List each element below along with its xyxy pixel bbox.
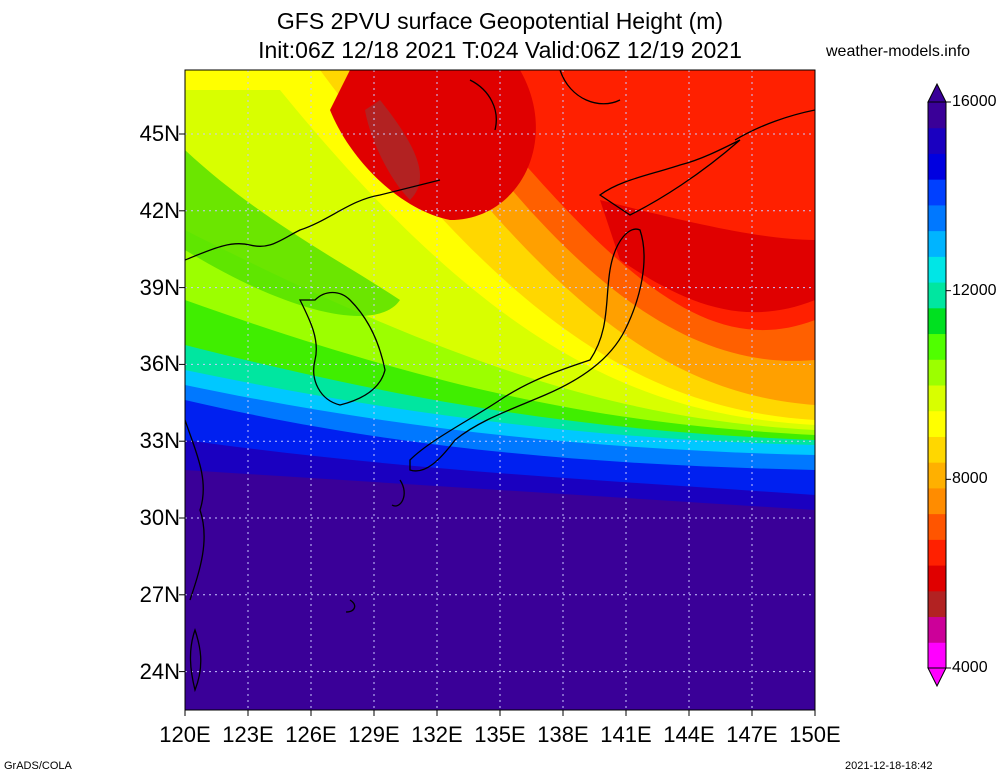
x-tick-label: 138E bbox=[537, 722, 589, 747]
colorbar-segment bbox=[928, 153, 946, 180]
axis-ticks bbox=[179, 133, 816, 716]
colorbar-segment bbox=[928, 102, 946, 129]
colorbar-segment bbox=[928, 462, 946, 489]
colorbar-segment bbox=[928, 616, 946, 643]
colorbar-segment bbox=[928, 385, 946, 412]
colorbar-segment bbox=[928, 204, 946, 232]
chart-title-line1: GFS 2PVU surface Geopotential Height (m) bbox=[276, 8, 724, 34]
colorbar-segment bbox=[928, 230, 946, 257]
colorbar-min-arrow bbox=[927, 667, 947, 688]
colorbar-segment bbox=[928, 565, 946, 592]
y-tick-label: 30N bbox=[139, 505, 180, 530]
colorbar-segment bbox=[928, 256, 946, 283]
colorbar-label: 4000 bbox=[952, 659, 988, 676]
colorbar-segment bbox=[928, 410, 946, 437]
x-tick-label: 144E bbox=[663, 722, 715, 747]
x-tick-label: 129E bbox=[348, 722, 400, 747]
chart-title-line2: Init:06Z 12/18 2021 T:024 Valid:06Z 12/1… bbox=[258, 37, 742, 63]
y-tick-label: 27N bbox=[139, 581, 180, 607]
colorbar-segment bbox=[928, 179, 946, 206]
colorbar-segment bbox=[928, 282, 946, 309]
colorbar-segment bbox=[928, 307, 946, 335]
y-tick-label: 24N bbox=[139, 658, 180, 684]
height-field bbox=[185, 70, 815, 710]
x-tick-label: 120E bbox=[159, 722, 211, 747]
colorbar-label: 12000 bbox=[952, 281, 997, 299]
x-tick-label: 135E bbox=[474, 722, 526, 747]
colorbar bbox=[927, 82, 951, 688]
colorbar-segment bbox=[928, 539, 946, 566]
colorbar-max-arrow bbox=[927, 82, 947, 103]
colorbar-label: 16000 bbox=[952, 93, 997, 110]
y-tick-label: 39N bbox=[139, 274, 180, 300]
colorbar-label: 8000 bbox=[952, 470, 988, 488]
colorbar-segment bbox=[928, 513, 946, 540]
footer-left: GrADS/COLA bbox=[4, 760, 72, 772]
colorbar-segment bbox=[928, 590, 946, 618]
x-tick-label: 150E bbox=[789, 722, 841, 747]
colorbar-segment bbox=[928, 127, 946, 154]
colorbar-frame bbox=[927, 101, 947, 669]
map-grid bbox=[185, 70, 815, 710]
x-tick-label: 126E bbox=[285, 722, 337, 747]
x-tick-label: 132E bbox=[411, 722, 463, 747]
colorbar-segment bbox=[928, 487, 946, 515]
x-tick-label: 147E bbox=[726, 722, 778, 747]
y-tick-label: 33N bbox=[139, 428, 180, 454]
colorbar-segment bbox=[928, 333, 946, 360]
x-tick-label: 123E bbox=[222, 722, 274, 747]
y-tick-label: 45N bbox=[139, 121, 180, 146]
colorbar-segment bbox=[928, 642, 946, 669]
y-tick-label: 36N bbox=[139, 351, 180, 377]
y-tick-label: 42N bbox=[139, 197, 180, 223]
x-tick-label: 141E bbox=[600, 722, 652, 747]
coastlines bbox=[185, 70, 815, 693]
colorbar-segment bbox=[928, 359, 946, 386]
footer-right: 2021-12-18-18:42 bbox=[845, 760, 933, 772]
colorbar-segment bbox=[928, 436, 946, 463]
site-credit: weather-models.info bbox=[826, 43, 971, 60]
